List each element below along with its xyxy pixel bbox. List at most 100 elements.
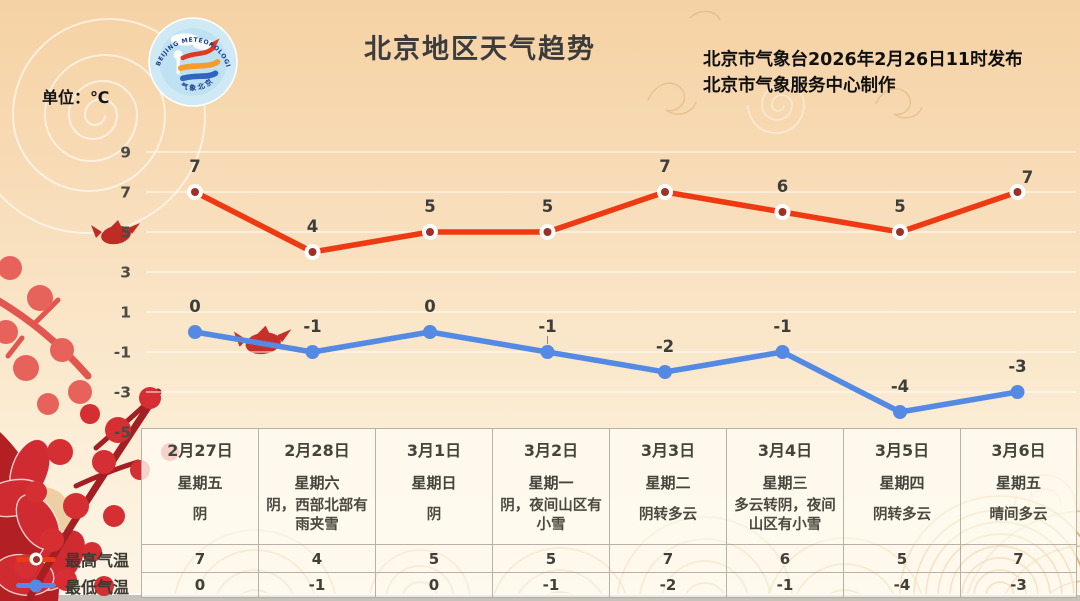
min-temp-marker (188, 325, 202, 339)
weather-description: 多云转阴，夜间山区有小雪 (734, 498, 836, 533)
day-header-cell: 3月1日星期日阴 (375, 428, 492, 545)
day-header-cell: 2月28日 星期六 阴，西部北部有雨夹雪 (258, 428, 375, 545)
weekday-label: 星期五 (995, 474, 1041, 492)
spiral-decoration (0, 18, 207, 234)
point-value-label: 7 (659, 157, 670, 176)
beijing-meteorological-service-logo: BEIJING METEOROLOGICAL SERVICE 气象北京 (145, 12, 238, 107)
weather-description: 阴 (192, 507, 208, 524)
weekday-label: 星期四 (879, 474, 925, 492)
min-temp-value-cell: -4 (843, 573, 960, 598)
point-value-label: 6 (777, 177, 788, 196)
day-header-cell: 3月2日星期一阴，夜间山区有小雪 (492, 428, 609, 545)
max-temp-value-cell: 7 (141, 545, 258, 573)
bottom-strip-gray (0, 595, 1080, 601)
point-value-label: -1 (773, 317, 791, 336)
max-temp-marker-core (426, 228, 434, 236)
plum-blossom-decoration (0, 387, 179, 601)
day-header-cell: 3月3日星期二阴转多云 (609, 428, 726, 545)
date-label: 3月5日 (874, 441, 930, 460)
y-tick-label: -5 (114, 424, 131, 442)
weekday-label: 星期二 (645, 474, 691, 492)
max-temp-marker-core (1013, 188, 1022, 196)
point-value-label: -1 (303, 317, 321, 336)
max-temp-marker-core (661, 188, 669, 196)
legend-min-temp: 最低气温 (0, 573, 141, 598)
weather-description: 阴转多云 (873, 507, 931, 524)
point-value-label: 0 (424, 297, 435, 316)
y-tick-label: -1 (114, 344, 131, 362)
min-temp-value-cell: 0 (141, 573, 258, 598)
max-temp-legend-icon (16, 552, 56, 566)
date-label: 2月27日 (167, 441, 233, 460)
day-header-cell: 3月4日星期三多云转阴，夜间山区有小雪 (726, 428, 843, 545)
max-temp-value-cell: 5 (375, 545, 492, 573)
point-value-label: 7 (1022, 168, 1033, 187)
y-tick-label: 5 (120, 224, 131, 242)
legend-marker-dot (29, 579, 43, 592)
page-title: 北京地区天气趋势 (364, 34, 596, 65)
weekday-label: 星期日 (411, 474, 457, 492)
min-temp-marker (893, 405, 907, 419)
y-tick-label: 7 (120, 184, 131, 202)
point-value-label: 5 (424, 197, 435, 216)
min-temp-line (192, 329, 1021, 415)
min-temp-marker (305, 345, 320, 359)
issued-line1: 北京市气象台2026年2月26日11时发布 (703, 50, 1023, 70)
legend-max-temp: 最高气温 (0, 545, 141, 573)
date-label: 3月1日 (406, 441, 462, 460)
max-temp-marker-core (543, 228, 552, 236)
point-value-label: -4 (891, 377, 909, 396)
weather-description: 阴 (426, 507, 442, 524)
max-temp-value-cell: 5 (843, 545, 960, 573)
date-label: 3月2日 (523, 441, 579, 460)
day-header-cell: 3月5日星期四阴转多云 (843, 428, 960, 545)
date-label: 3月6日 (991, 441, 1046, 460)
table-corner-spacer (0, 428, 141, 545)
point-value-label: 7 (189, 157, 200, 176)
day-header-cell: 3月6日 星期五 晴间多云 (960, 428, 1077, 545)
point-value-label: -2 (656, 337, 674, 356)
bird-icon (91, 220, 140, 245)
max-temp-value-cell: 4 (258, 545, 375, 573)
max-temp-value-cell: 5 (492, 545, 609, 573)
weekday-label: 星期三 (762, 474, 808, 492)
point-value-label: 5 (894, 197, 905, 216)
min-temp-marker (423, 325, 437, 339)
min-temp-value-cell: -2 (609, 573, 726, 598)
max-temp-marker-core (896, 228, 904, 236)
date-label: 3月4日 (757, 441, 813, 460)
min-temp-marker (1010, 385, 1025, 399)
small-spiral-decoration (747, 83, 805, 134)
max-temp-marker-core (191, 188, 199, 196)
min-temp-legend-icon (16, 579, 56, 592)
legend-series-name: 最高气温 (65, 551, 130, 570)
weather-description: 阴，西部北部有雨夹雪 (266, 498, 368, 533)
date-label: 3月3日 (640, 441, 696, 460)
point-value-label: 4 (307, 217, 318, 236)
min-temp-value-cell: 0 (375, 573, 492, 598)
min-temp-value-cell: -1 (726, 573, 843, 598)
point-value-label: -3 (1008, 357, 1026, 376)
weekday-label: 星期一 (528, 474, 574, 492)
max-temp-value-cell: 6 (726, 545, 843, 573)
weather-description: 阴转多云 (639, 507, 697, 524)
y-tick-label: 3 (120, 264, 131, 282)
y-tick-label: 9 (120, 144, 131, 162)
max-temp-value-cell: 7 (609, 545, 726, 573)
min-temp-marker (658, 365, 672, 379)
weather-description: 阴，夜间山区有小雪 (500, 498, 602, 533)
min-temp-value-cell: -1 (492, 573, 609, 598)
point-value-label: 0 (189, 297, 200, 316)
min-temp-marker (540, 345, 555, 359)
min-temp-value-cell: -1 (258, 573, 375, 598)
series-lines: 7 4 5 5 7 6 5 7 0 -1 0 -1 -2 -1 -4 -3 (187, 157, 1033, 419)
coral-branch-decoration (0, 256, 92, 415)
golden-floral-decoration (647, 10, 923, 119)
min-temp-marker (775, 345, 790, 359)
max-temp-line (192, 189, 1021, 255)
max-temp-marker-core (308, 248, 317, 256)
point-value-label: -1 (538, 317, 556, 336)
max-temp-marker-core (778, 208, 787, 216)
